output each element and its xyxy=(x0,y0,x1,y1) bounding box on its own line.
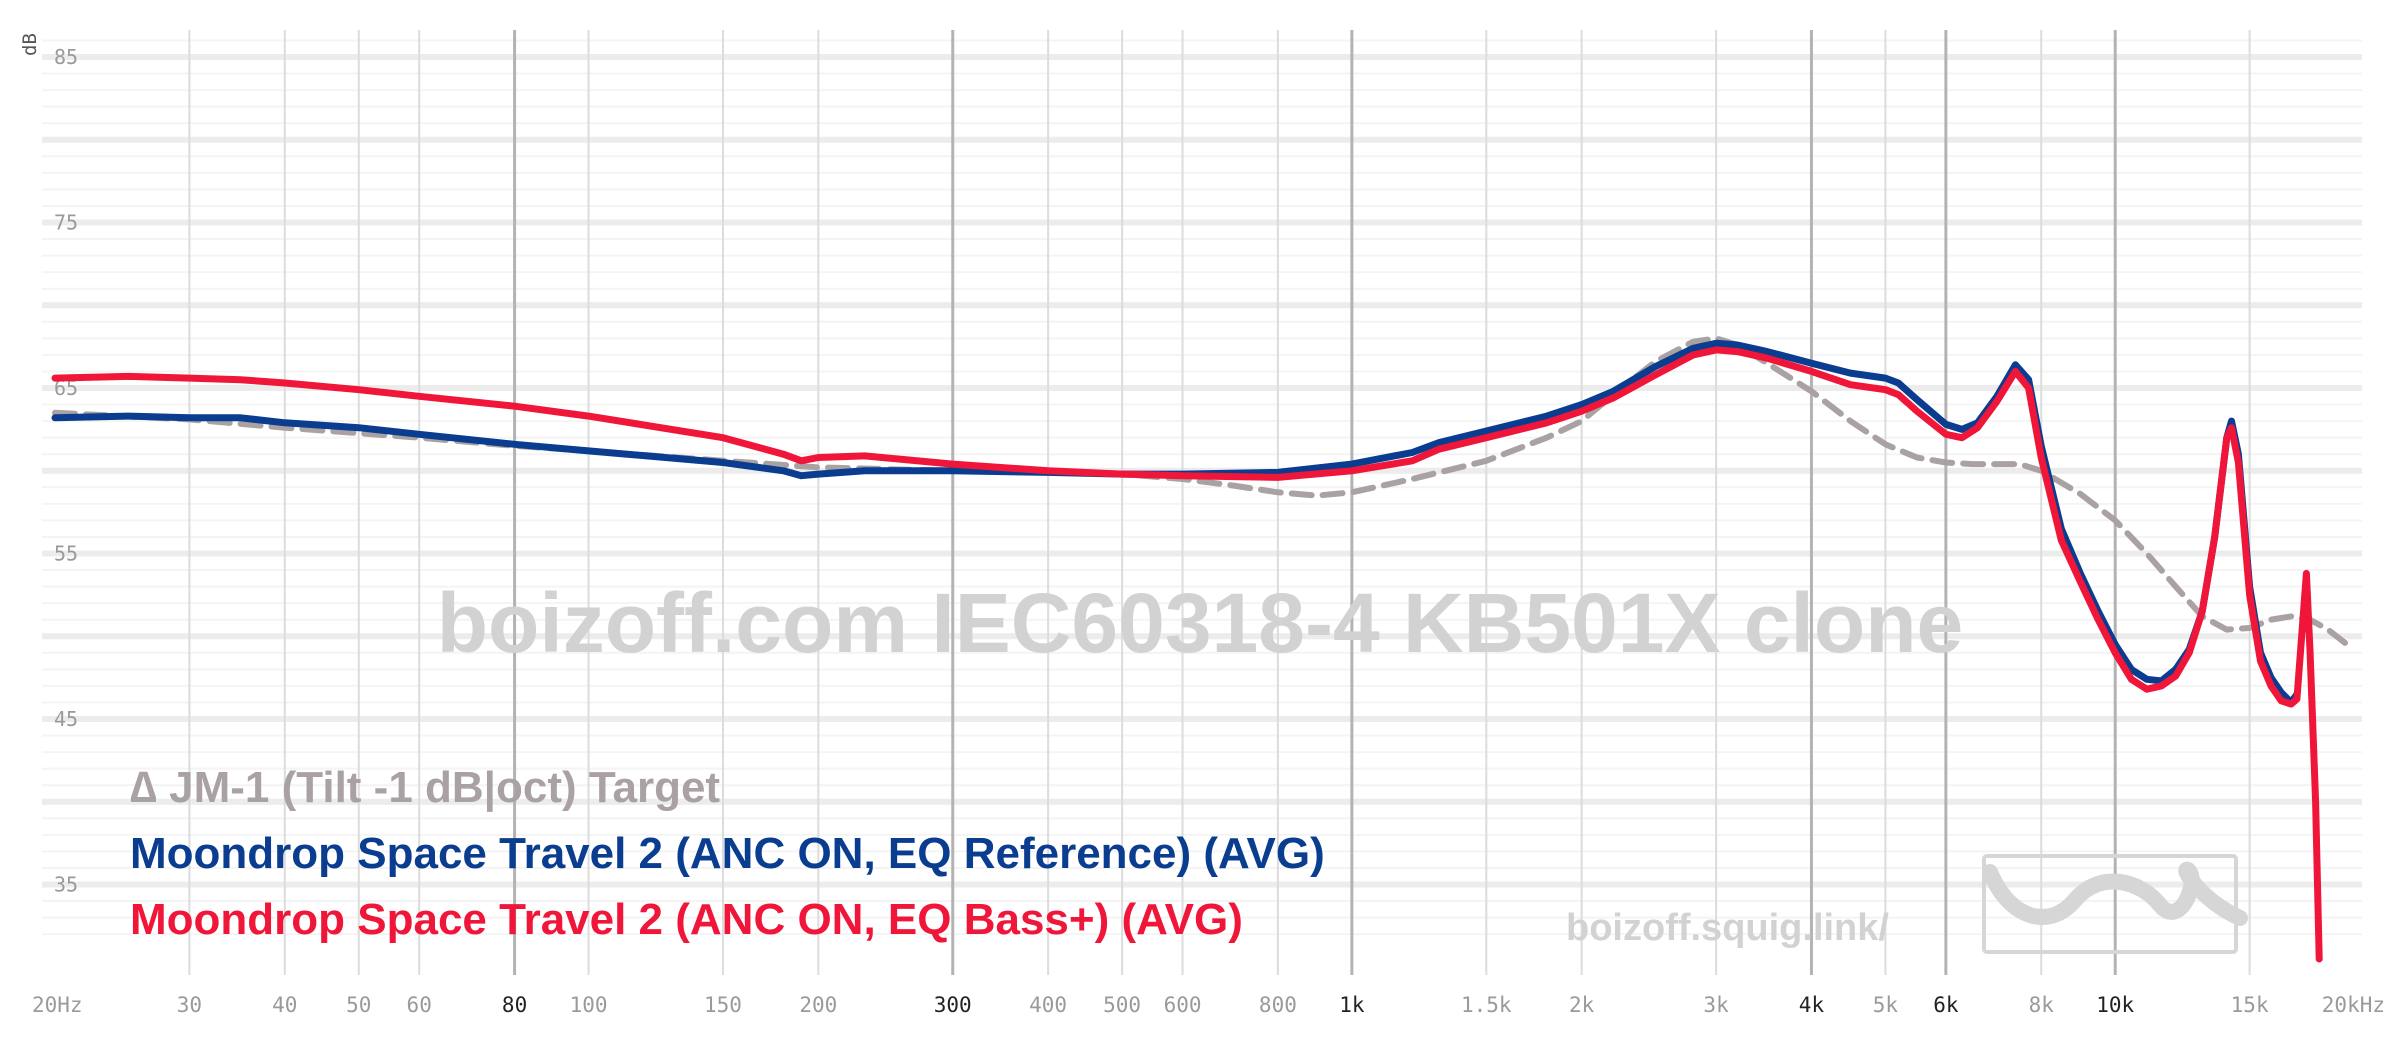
legend-entry-3: Moondrop Space Travel 2 (ANC ON, EQ Bass… xyxy=(130,895,1243,944)
y-tick-label: 55 xyxy=(54,542,78,566)
y-tick-label: 45 xyxy=(54,707,78,731)
x-tick-label: 100 xyxy=(570,993,608,1017)
x-tick-label: 1k xyxy=(1339,993,1365,1017)
x-tick-label: 500 xyxy=(1103,993,1141,1017)
x-tick-label: 30 xyxy=(177,993,202,1017)
x-tick-label: 80 xyxy=(502,993,527,1017)
x-tick-label: 50 xyxy=(346,993,371,1017)
x-tick-label: 6k xyxy=(1933,993,1959,1017)
squiglink-logo xyxy=(1982,854,2248,954)
x-tick-label: 400 xyxy=(1029,993,1067,1017)
x-tick-label: 150 xyxy=(704,993,742,1017)
y-axis-unit-label: dB xyxy=(19,33,41,56)
x-tick-label: 2k xyxy=(1569,993,1595,1017)
x-tick-label: 20kHz xyxy=(2322,993,2385,1017)
site-url: boizoff.squig.link/ xyxy=(1566,907,1889,949)
x-tick-label: 1.5k xyxy=(1461,993,1512,1017)
vertical-gridlines xyxy=(188,30,2251,975)
y-tick-label: 85 xyxy=(54,45,78,69)
y-tick-label: 75 xyxy=(54,211,78,235)
curves xyxy=(51,335,2348,963)
x-tick-label: 4k xyxy=(1799,993,1825,1017)
series-line-3 xyxy=(51,346,2323,963)
x-tick-label: 300 xyxy=(934,993,972,1017)
legend-entry-2: Moondrop Space Travel 2 (ANC ON, EQ Refe… xyxy=(130,829,1325,878)
x-tick-label: 10k xyxy=(2096,993,2134,1017)
legend-entry-1: ∆ JM-1 (Tilt -1 dB|oct) Target xyxy=(130,763,720,813)
x-tick-label: 3k xyxy=(1703,993,1729,1017)
x-tick-label: 800 xyxy=(1259,993,1297,1017)
x-tick-label: 60 xyxy=(407,993,432,1017)
x-tick-label: 20Hz xyxy=(32,993,83,1017)
horizontal-gridlines xyxy=(42,39,2362,936)
y-tick-label: 35 xyxy=(54,873,78,897)
x-tick-label: 200 xyxy=(799,993,837,1017)
watermark-text: boizoff.com IEC60318-4 KB501X clone xyxy=(437,576,1963,670)
x-tick-label: 600 xyxy=(1164,993,1202,1017)
x-tick-label: 40 xyxy=(272,993,297,1017)
x-tick-label: 5k xyxy=(1873,993,1899,1017)
x-tick-label: 15k xyxy=(2231,993,2269,1017)
x-axis-ticks: 20Hz 30 40 50 60 80 100 150 200 300 400 500 600 800 1k… xyxy=(32,993,2385,1017)
x-tick-label: 8k xyxy=(2029,993,2055,1017)
legend: ∆ JM-1 (Tilt -1 dB|oct) Target Moondrop S… xyxy=(130,763,1325,944)
